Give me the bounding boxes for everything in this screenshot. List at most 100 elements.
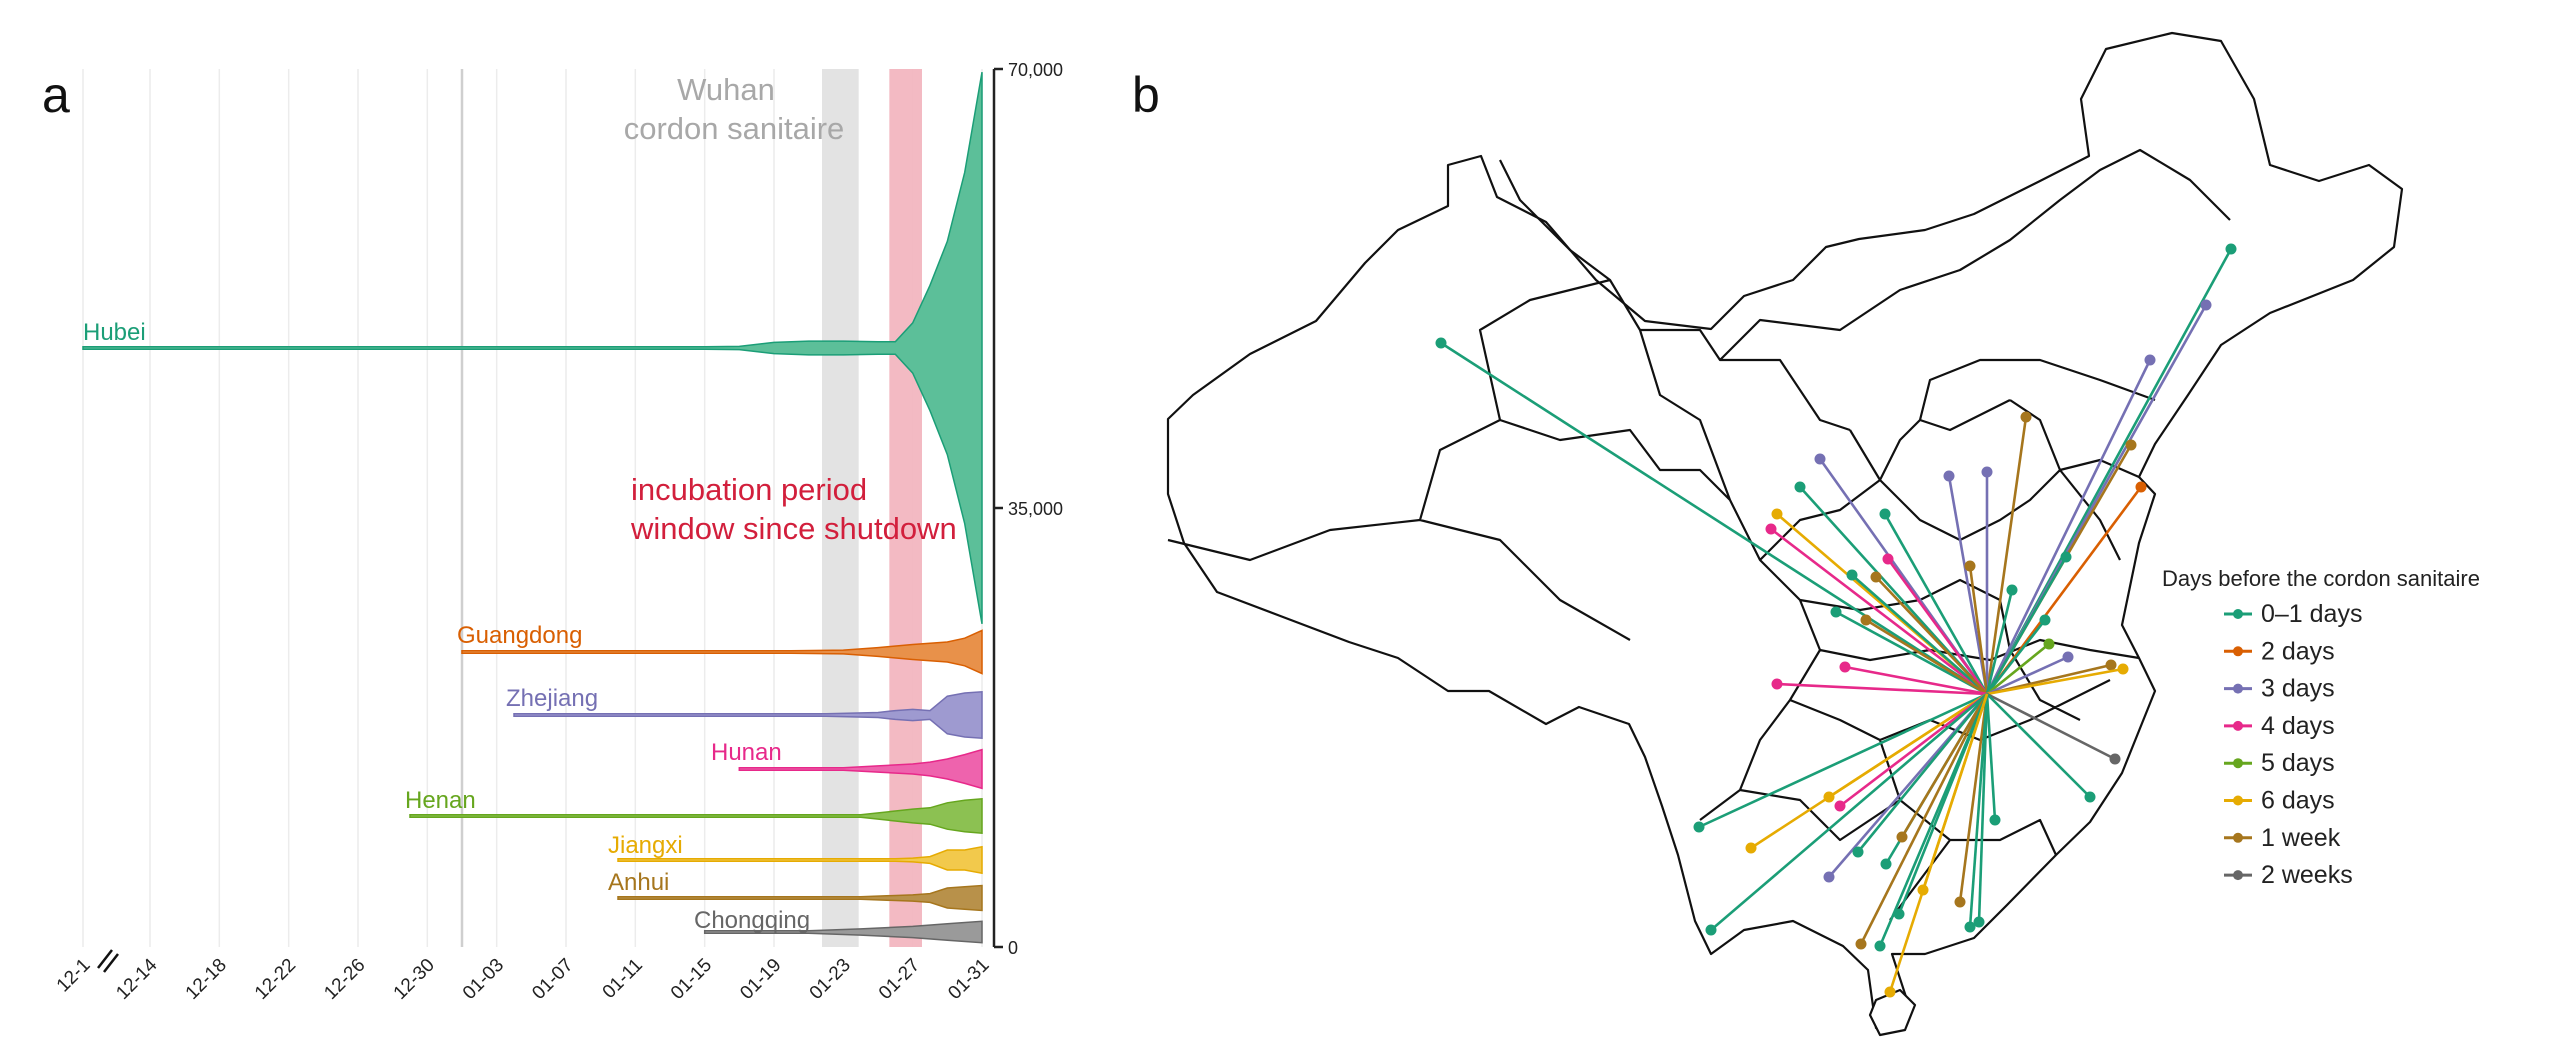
connection	[1986, 692, 2121, 765]
x-tick-label: 12-26	[320, 955, 369, 1004]
destination-point	[1771, 678, 1783, 690]
destination-point	[2020, 411, 2032, 423]
destination-point	[1981, 466, 1993, 478]
destination-point	[1964, 560, 1976, 572]
destination-point	[2043, 638, 2055, 650]
destination-point	[1893, 908, 1905, 920]
destination-point	[1884, 986, 1896, 998]
destination-point	[1745, 842, 1757, 854]
x-tick-label: 12-1	[53, 955, 95, 997]
destination-point	[1823, 871, 1835, 883]
destination-point	[2105, 659, 2117, 671]
stream-jiangxi	[617, 845, 983, 875]
x-tick-labels: 12-1 12-14 12-18 12-22 12-26 12-30 01-03 01-07 0…	[53, 954, 994, 1004]
connection	[1852, 693, 1989, 858]
connection	[1823, 692, 1988, 803]
connection	[1954, 693, 1989, 908]
destination-point	[2135, 481, 2147, 493]
destination-point	[1830, 606, 1842, 618]
legend-marker-icon	[2233, 720, 2243, 731]
legend-item: 1 week	[2224, 824, 2341, 852]
connection	[1874, 693, 1989, 952]
legend-label: 5 days	[2261, 749, 2335, 777]
legend-label: 2 days	[2261, 637, 2335, 665]
connection	[1879, 508, 1989, 695]
x-tick-label: 01-27	[875, 955, 924, 1004]
connection-line	[1440, 341, 1988, 696]
legend-item: 2 weeks	[2224, 861, 2353, 889]
series-label-jiangxi: Jiangxi	[608, 832, 683, 859]
connection-line	[1710, 693, 1988, 931]
stream-henan	[409, 797, 983, 835]
destination-point	[1880, 858, 1892, 870]
destination-point	[1874, 940, 1886, 952]
legend-label: 2 weeks	[2261, 861, 2353, 889]
connection-line	[1865, 618, 1988, 696]
connection-line	[1900, 693, 1989, 838]
panel-b-letter: b	[1132, 67, 1160, 123]
connection-line	[1875, 576, 1988, 695]
cordon-annotation-line1: Wuhan	[677, 72, 775, 107]
country-outline	[1166, 31, 2404, 1030]
x-tick-label: 01-07	[528, 955, 577, 1004]
legend-title: Days before the cordon sanitaire	[2162, 566, 2480, 591]
incubation-annotation-line1: incubation period	[631, 472, 867, 507]
destination-point	[1882, 553, 1894, 565]
destination-point	[2117, 663, 2129, 675]
connection	[1855, 693, 1989, 950]
series-label-hubei: Hubei	[83, 319, 146, 346]
connection	[1705, 693, 1988, 936]
legend-marker-icon	[2233, 683, 2243, 694]
destination-point	[1435, 337, 1447, 349]
connection	[1860, 614, 1988, 696]
destination-point	[1896, 831, 1908, 843]
connection	[1973, 693, 1989, 928]
x-tick-label: 12-14	[112, 954, 162, 1004]
destination-point	[2060, 551, 2072, 563]
connection-line	[1985, 619, 2047, 695]
y-tick-0: 0	[1008, 938, 1018, 958]
hainan-island	[1868, 988, 1917, 1037]
y-tick-70000: 70,000	[1008, 60, 1063, 80]
connection-line	[1856, 693, 1989, 853]
connection-line	[1839, 692, 1988, 808]
y-tick-35000: 35,000	[1008, 499, 1063, 519]
connection-line	[1985, 589, 2014, 695]
connection	[1986, 638, 2055, 696]
stream-chongqing	[703, 920, 983, 944]
series-label-chongqing: Chongqing	[694, 907, 810, 934]
destination-point	[1860, 614, 1872, 626]
connection-line	[1770, 527, 1988, 696]
connection-line	[1776, 682, 1988, 696]
connection	[1986, 663, 2129, 696]
connection	[1985, 584, 2018, 695]
connection	[1896, 693, 1989, 843]
legend-marker-icon	[2233, 646, 2243, 657]
incubation-window-band	[889, 69, 922, 947]
destination-point	[1814, 453, 1826, 465]
destination-point	[2084, 791, 2096, 803]
destination-point	[2062, 651, 2074, 663]
connection-line	[1968, 565, 1989, 695]
x-tick-label: 12-22	[251, 955, 300, 1004]
destination-point	[1839, 661, 1851, 673]
province-borders	[1167, 148, 2231, 921]
destination-point	[1765, 523, 1777, 535]
series-label-zhejiang: Zhejiang	[506, 685, 598, 712]
series-label-guangdong: Guangdong	[457, 622, 582, 649]
connection-line	[1878, 693, 1989, 947]
x-tick-label: 12-18	[182, 955, 231, 1004]
connections	[1435, 243, 2237, 998]
connection	[1839, 661, 1988, 696]
connection	[1771, 678, 1988, 696]
axis-break-icon	[97, 949, 119, 973]
destination-point	[1705, 924, 1717, 936]
stream-zhejiang	[513, 690, 983, 740]
connection	[1981, 466, 1993, 694]
destination-point	[1693, 821, 1705, 833]
stream-guangdong	[461, 629, 983, 675]
connection	[1985, 551, 2072, 695]
legend-label: 6 days	[2261, 787, 2335, 815]
panel-b-map: b Days before the cordon sanitaire 0–1 d…	[1132, 31, 2480, 1037]
